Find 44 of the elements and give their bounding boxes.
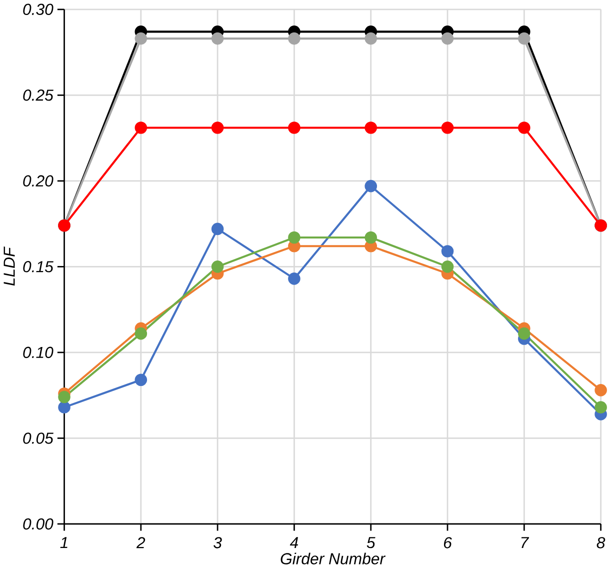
- point: [211, 222, 224, 236]
- x-tick-label: 1: [60, 537, 68, 548]
- point: [441, 32, 454, 45]
- point: [134, 32, 148, 45]
- point: [518, 32, 530, 45]
- x-tick-label: 6: [444, 536, 452, 548]
- x-tick-label: 8: [596, 537, 606, 548]
- y-tick-label: 0.00: [23, 518, 54, 530]
- y-tick-label: 0.30: [23, 4, 54, 15]
- y-tick-label: 0.25: [23, 89, 54, 101]
- point: [134, 327, 148, 340]
- point: [58, 390, 70, 404]
- point: [594, 401, 607, 414]
- x-tick-label: 7: [521, 537, 530, 548]
- point: [364, 180, 378, 192]
- point: [594, 384, 607, 396]
- point: [288, 32, 300, 45]
- point: [211, 32, 224, 45]
- y-tick-label: 0.05: [23, 432, 54, 444]
- point: [364, 231, 378, 244]
- point: [211, 122, 224, 134]
- point: [518, 122, 530, 134]
- point: [364, 32, 378, 45]
- point: [518, 327, 530, 340]
- y-tick-label: 0.20: [23, 175, 54, 186]
- point: [288, 272, 300, 285]
- x-tick-label: 2: [136, 536, 146, 548]
- point: [364, 122, 378, 134]
- x-tick-label: 4: [290, 537, 298, 548]
- point: [134, 122, 148, 134]
- point: [441, 122, 454, 134]
- point: [441, 245, 454, 258]
- x-axis-title: Girder Number: [280, 552, 386, 564]
- x-tick-label: 3: [214, 536, 222, 548]
- point: [288, 122, 300, 134]
- point: [441, 260, 454, 273]
- y-tick-label: 0.15: [23, 260, 54, 272]
- point: [211, 260, 224, 273]
- point: [134, 374, 148, 386]
- point: [288, 231, 300, 244]
- y-axis-title: LLDF: [4, 246, 15, 286]
- point: [58, 401, 70, 414]
- x-tick-label: 5: [366, 537, 376, 548]
- y-tick-label: 0.10: [23, 346, 54, 358]
